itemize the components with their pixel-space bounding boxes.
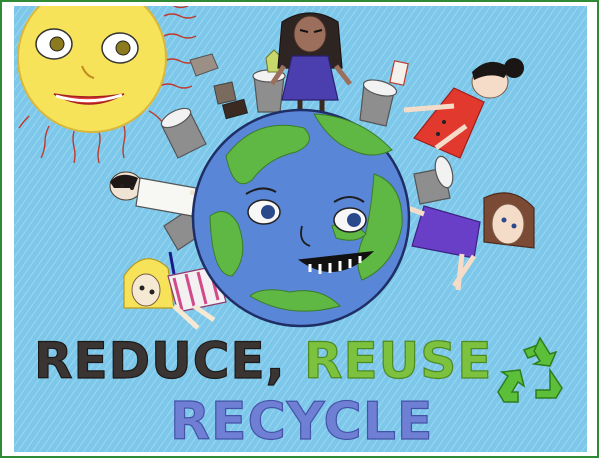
sun-icon <box>17 6 197 164</box>
earth-icon <box>191 108 411 328</box>
child-figure-left-blonde <box>123 251 227 330</box>
child-figure-right-purple <box>407 192 535 291</box>
child-figure-right-red <box>403 58 524 159</box>
drawing-canvas <box>14 6 587 452</box>
crayon-drawing: REDUCE, REUSE RECYCLE <box>14 6 587 452</box>
child-figure-left-white <box>109 171 207 217</box>
child-figure-top <box>269 12 352 116</box>
litter-items <box>189 49 409 120</box>
recycle-symbol-icon <box>497 336 563 403</box>
